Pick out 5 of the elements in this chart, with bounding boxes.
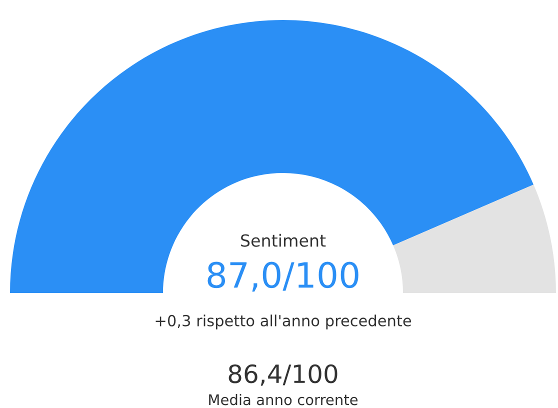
text: Sentiment [241,234,326,247]
text: 87,0/100 [208,262,358,292]
text: Media anno corrente [209,394,358,406]
text: +0,3 rispetto all'anno precedente [156,314,412,330]
text: 86,4/100 [228,364,338,386]
